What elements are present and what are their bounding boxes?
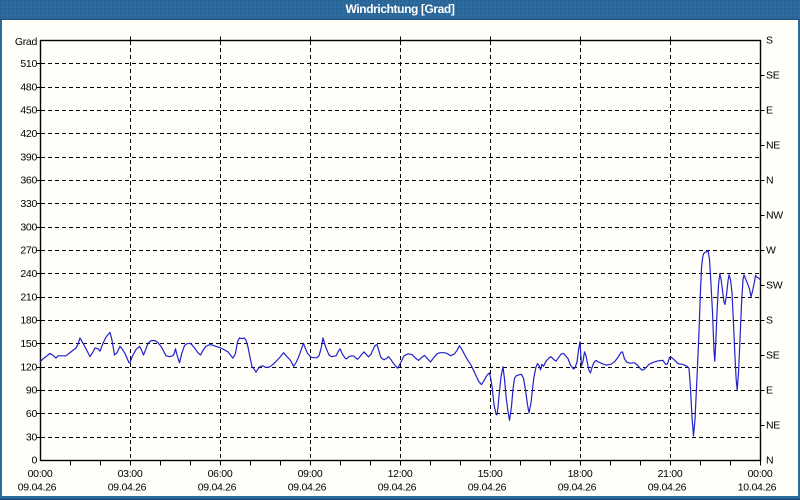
svg-text:300: 300 <box>20 221 37 233</box>
svg-text:E: E <box>766 105 773 117</box>
svg-text:09.04.26: 09.04.26 <box>378 482 417 494</box>
svg-text:180: 180 <box>20 315 37 327</box>
svg-text:09:00: 09:00 <box>298 468 323 480</box>
svg-text:390: 390 <box>20 151 37 163</box>
svg-text:SW: SW <box>766 280 783 292</box>
svg-text:480: 480 <box>20 81 37 93</box>
svg-text:09.04.26: 09.04.26 <box>558 482 597 494</box>
svg-text:12:00: 12:00 <box>388 468 413 480</box>
svg-text:15:00: 15:00 <box>478 468 503 480</box>
svg-text:09.04.26: 09.04.26 <box>288 482 327 494</box>
svg-text:510: 510 <box>20 58 37 70</box>
svg-text:60: 60 <box>26 408 38 420</box>
svg-text:N: N <box>766 455 773 467</box>
svg-text:0: 0 <box>31 455 37 467</box>
svg-text:90: 90 <box>26 385 38 397</box>
svg-text:420: 420 <box>20 128 37 140</box>
svg-text:210: 210 <box>20 291 37 303</box>
svg-text:Grad: Grad <box>15 36 38 48</box>
svg-text:W: W <box>766 245 776 257</box>
svg-text:09.04.26: 09.04.26 <box>18 482 57 494</box>
svg-text:NE: NE <box>766 140 780 152</box>
svg-text:09.04.26: 09.04.26 <box>108 482 147 494</box>
svg-text:270: 270 <box>20 245 37 257</box>
svg-text:S: S <box>766 315 773 327</box>
svg-text:240: 240 <box>20 268 37 280</box>
svg-text:N: N <box>766 175 773 187</box>
svg-text:120: 120 <box>20 361 37 373</box>
svg-text:SE: SE <box>766 350 780 362</box>
svg-text:S: S <box>766 35 773 47</box>
svg-text:09.04.26: 09.04.26 <box>648 482 687 494</box>
svg-text:NW: NW <box>766 210 783 222</box>
svg-text:09.04.26: 09.04.26 <box>198 482 237 494</box>
svg-text:21:00: 21:00 <box>658 468 683 480</box>
svg-text:NE: NE <box>766 420 780 432</box>
svg-text:30: 30 <box>26 431 38 443</box>
svg-text:330: 330 <box>20 198 37 210</box>
svg-text:360: 360 <box>20 175 37 187</box>
svg-text:150: 150 <box>20 338 37 350</box>
svg-text:06:00: 06:00 <box>208 468 233 480</box>
svg-text:03:00: 03:00 <box>118 468 143 480</box>
svg-text:00:00: 00:00 <box>748 468 773 480</box>
svg-text:00:00: 00:00 <box>28 468 53 480</box>
svg-text:450: 450 <box>20 105 37 117</box>
svg-text:18:00: 18:00 <box>568 468 593 480</box>
svg-text:09.04.26: 09.04.26 <box>468 482 507 494</box>
svg-text:10.04.26: 10.04.26 <box>738 482 777 494</box>
svg-text:E: E <box>766 385 773 397</box>
svg-text:SE: SE <box>766 70 780 82</box>
